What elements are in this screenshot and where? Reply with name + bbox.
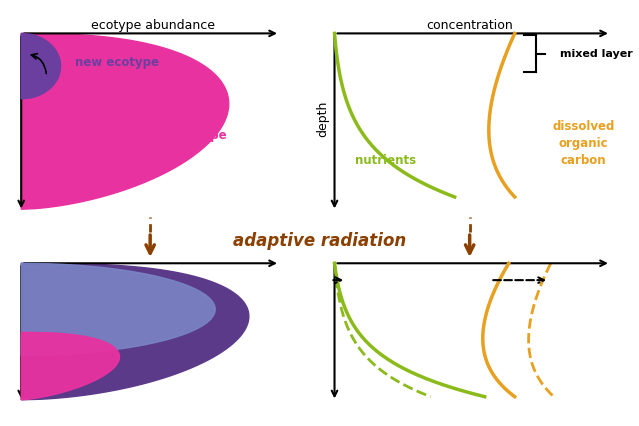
Polygon shape — [21, 263, 249, 400]
Polygon shape — [21, 33, 61, 99]
Text: dissolved
organic
carbon: dissolved organic carbon — [553, 120, 615, 167]
Text: ancestral ecotype: ancestral ecotype — [108, 129, 227, 142]
Text: new ecotype: new ecotype — [75, 55, 158, 69]
Text: ecotype abundance: ecotype abundance — [91, 19, 215, 32]
Text: nutrients: nutrients — [355, 154, 416, 167]
Polygon shape — [21, 33, 229, 209]
Text: mixed layer: mixed layer — [560, 49, 633, 59]
Polygon shape — [21, 332, 119, 400]
Text: concentration: concentration — [426, 19, 513, 32]
Text: adaptive radiation: adaptive radiation — [233, 232, 406, 250]
Text: depth: depth — [316, 101, 329, 138]
Polygon shape — [21, 263, 215, 355]
